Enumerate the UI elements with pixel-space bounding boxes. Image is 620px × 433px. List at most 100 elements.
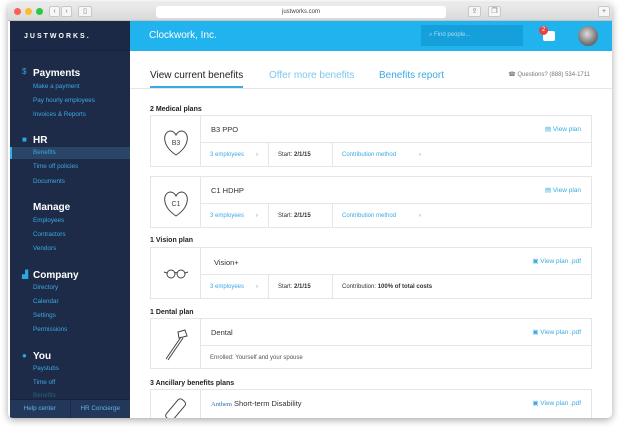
pdf-icon: ▣: [532, 400, 541, 407]
start-date: Start: 2/1/15: [269, 143, 333, 167]
browser-window: ‹ › ▯ justworks.com ⇪ ❐ + JUSTWORKS. $ P…: [8, 3, 612, 418]
start-date: Start: 2/1/15: [269, 204, 333, 228]
view-plan-pdf-link[interactable]: ▣ View plan .pdf: [532, 329, 581, 336]
messages-icon[interactable]: [543, 31, 555, 41]
sidebar-item-vendors[interactable]: Vendors: [33, 245, 57, 252]
phone-icon: ☎: [508, 72, 516, 78]
plan-card-dental: Dental ▣ View plan .pdf Enrolled: Yourse…: [150, 318, 592, 369]
vision-plan-title: 1 Vision plan: [150, 237, 194, 244]
heart-icon: C1: [151, 177, 201, 227]
sidebar-item-make-payment[interactable]: Make a payment: [33, 83, 80, 90]
sidebar-item-time-off[interactable]: Time off: [33, 379, 56, 386]
plan-card-short-term-disability: Anthem Short-term Disability ▣ View plan…: [150, 389, 592, 418]
section-payments: Payments: [33, 68, 81, 79]
address-bar[interactable]: justworks.com: [156, 6, 446, 18]
heart-icon: B3: [151, 116, 201, 166]
contribution-method-link[interactable]: Contribution method ›: [333, 143, 433, 167]
chart-icon: ▟: [22, 270, 29, 279]
notification-badge: 2: [539, 26, 548, 35]
document-icon: ▤: [544, 126, 553, 133]
document-icon: ▤: [544, 187, 553, 194]
plan-name: C1 HDHP: [211, 186, 244, 195]
medical-plans-title: 2 Medical plans: [150, 106, 202, 113]
justworks-logo[interactable]: JUSTWORKS.: [24, 33, 91, 40]
contribution-method-link[interactable]: Contribution method ›: [333, 204, 433, 228]
sidebar-item-time-off-policies[interactable]: Time off policies: [33, 163, 79, 170]
forward-button[interactable]: ›: [61, 6, 72, 17]
company-name: Clockwork, Inc.: [149, 30, 217, 41]
sidebar-item-contractors[interactable]: Contractors: [33, 231, 66, 238]
sidebar-item-directory[interactable]: Directory: [33, 284, 59, 291]
find-people-search[interactable]: ⌕ Find people...: [421, 25, 523, 46]
sidebar-item-invoices[interactable]: Invoices & Reports: [33, 111, 86, 118]
pdf-icon: ▣: [532, 258, 541, 265]
start-date: Start: 2/1/15: [269, 275, 333, 299]
view-plan-pdf-link[interactable]: ▣ View plan .pdf: [532, 258, 581, 265]
bandage-icon: [151, 390, 201, 418]
sidebar-item-permissions[interactable]: Permissions: [33, 326, 68, 333]
hr-icon: ■: [22, 135, 27, 144]
dental-plan-title: 1 Dental plan: [150, 309, 194, 316]
sidebar-item-paystubs[interactable]: Paystubs: [33, 365, 59, 372]
sidebar-item-you-benefits[interactable]: Benefits: [33, 392, 56, 399]
avatar[interactable]: [578, 26, 598, 46]
tab-offer-more-benefits[interactable]: Offer more benefits: [269, 70, 355, 81]
enrolled-info: Enrolled: Yourself and your spouse: [210, 355, 303, 361]
plan-name: Dental: [211, 328, 233, 337]
back-button[interactable]: ‹: [49, 6, 60, 17]
view-plan-pdf-link[interactable]: ▣ View plan .pdf: [532, 400, 581, 407]
svg-text:C1: C1: [172, 201, 181, 208]
close-window-button[interactable]: [14, 8, 21, 15]
maximize-window-button[interactable]: [36, 8, 43, 15]
view-plan-link[interactable]: ▤ View plan: [544, 187, 581, 194]
browser-titlebar: ‹ › ▯ justworks.com ⇪ ❐ +: [8, 3, 612, 21]
sidebar-item-employees[interactable]: Employees: [33, 217, 65, 224]
svg-text:B3: B3: [172, 140, 181, 147]
share-icon[interactable]: ⇪: [468, 6, 481, 17]
section-hr: HR: [33, 135, 48, 146]
sidebar-item-settings[interactable]: Settings: [33, 312, 56, 319]
employees-link[interactable]: 3 employees ›: [201, 143, 269, 167]
section-company: Company: [33, 270, 79, 281]
plan-name: B3 PPO: [211, 125, 239, 134]
hr-concierge-button[interactable]: HR Concierge: [69, 400, 131, 418]
sidebar-item-documents[interactable]: Documents: [33, 178, 65, 185]
tab-benefits-report[interactable]: Benefits report: [379, 70, 445, 81]
ancillary-plans-title: 3 Ancillary benefits plans: [150, 380, 235, 387]
view-plan-link[interactable]: ▤ View plan: [544, 126, 581, 133]
sidebar: JUSTWORKS. $ Payments Make a payment Pay…: [10, 21, 130, 418]
glasses-icon: [151, 248, 201, 298]
employees-link[interactable]: 3 employees ›: [201, 275, 269, 299]
section-manage: Manage: [33, 202, 71, 213]
questions-phone: ☎ Questions? (888) 534-1711: [508, 72, 590, 78]
chevron-right-icon: ›: [419, 152, 421, 158]
search-icon: ⌕: [429, 32, 435, 38]
contribution-info: Contribution: 100% of total costs: [342, 284, 433, 290]
plan-name: Anthem Short-term Disability: [211, 399, 302, 408]
minimize-window-button[interactable]: [25, 8, 32, 15]
help-center-button[interactable]: Help center: [23, 405, 56, 412]
benefits-tabs: View current benefits Offer more benefit…: [130, 51, 612, 89]
tab-view-current-benefits[interactable]: View current benefits: [150, 70, 244, 88]
tabs-icon[interactable]: ❐: [488, 6, 501, 17]
sidebar-item-calendar[interactable]: Calendar: [33, 298, 59, 305]
chevron-right-icon: ›: [256, 213, 258, 219]
chevron-right-icon: ›: [256, 284, 258, 290]
plan-card-c1-hdhp: C1 C1 HDHP ▤ View plan 3 employees › Star…: [150, 176, 592, 228]
sidebar-toggle-icon[interactable]: ▯: [78, 6, 92, 17]
new-tab-button[interactable]: +: [598, 6, 610, 17]
top-header: Clockwork, Inc. ⌕ Find people... 2: [130, 21, 612, 51]
plan-name: Vision+: [214, 258, 239, 267]
dollar-icon: $: [22, 67, 27, 76]
anthem-logo: Anthem: [211, 401, 232, 408]
plan-card-b3-ppo: B3 B3 PPO ▤ View plan 3 employees › Start…: [150, 115, 592, 167]
sidebar-item-pay-hourly[interactable]: Pay hourly employees: [33, 97, 95, 104]
employees-link[interactable]: 3 employees ›: [201, 204, 269, 228]
pdf-icon: ▣: [532, 329, 541, 336]
sidebar-item-benefits[interactable]: Benefits: [10, 147, 130, 159]
benefits-content: 2 Medical plans B3 B3 PPO ▤ View plan 3 …: [130, 89, 612, 418]
toothbrush-icon: [151, 319, 201, 368]
plan-card-vision: Vision+ ▣ View plan .pdf 3 employees › St…: [150, 247, 592, 299]
section-you: You: [33, 351, 52, 362]
chevron-right-icon: ›: [419, 213, 421, 219]
